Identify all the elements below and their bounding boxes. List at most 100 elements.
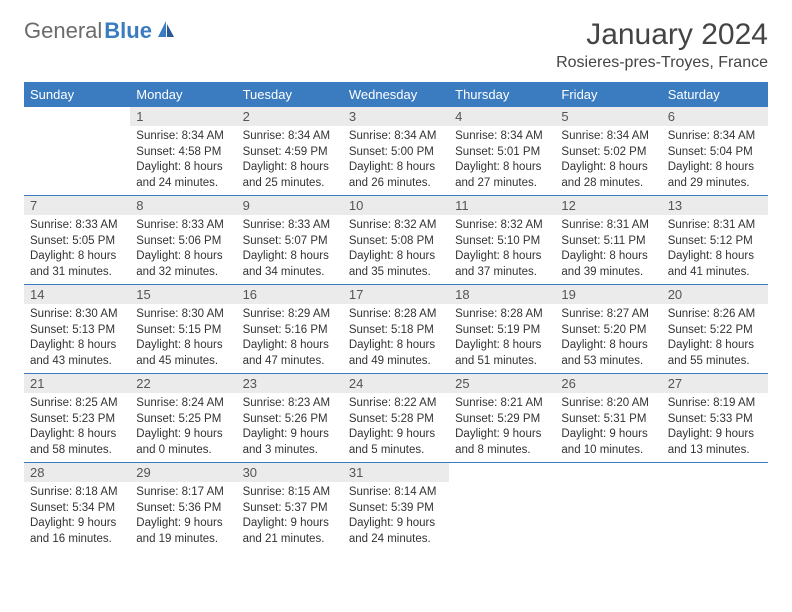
sunrise-text: Sunrise: 8:24 AM: [136, 396, 230, 412]
sunset-text: Sunset: 4:59 PM: [243, 145, 337, 161]
day-number: [449, 463, 555, 467]
daylight-line2: and 25 minutes.: [243, 176, 337, 192]
calendar-day-cell: 1Sunrise: 8:34 AMSunset: 4:58 PMDaylight…: [130, 107, 236, 196]
day-number: 2: [237, 107, 343, 126]
sunrise-text: Sunrise: 8:29 AM: [243, 307, 337, 323]
daylight-line2: and 47 minutes.: [243, 354, 337, 370]
weekday-header: Friday: [555, 82, 661, 107]
day-details: Sunrise: 8:20 AMSunset: 5:31 PMDaylight:…: [555, 393, 661, 462]
sunset-text: Sunset: 5:23 PM: [30, 412, 124, 428]
day-number: 22: [130, 374, 236, 393]
day-details: Sunrise: 8:19 AMSunset: 5:33 PMDaylight:…: [662, 393, 768, 462]
day-details: Sunrise: 8:29 AMSunset: 5:16 PMDaylight:…: [237, 304, 343, 373]
calendar-day-cell: 10Sunrise: 8:32 AMSunset: 5:08 PMDayligh…: [343, 196, 449, 285]
day-number: [662, 463, 768, 467]
day-number: 4: [449, 107, 555, 126]
day-number: 7: [24, 196, 130, 215]
sunrise-text: Sunrise: 8:34 AM: [349, 129, 443, 145]
sunrise-text: Sunrise: 8:34 AM: [136, 129, 230, 145]
sunset-text: Sunset: 5:33 PM: [668, 412, 762, 428]
calendar-day-cell: 27Sunrise: 8:19 AMSunset: 5:33 PMDayligh…: [662, 374, 768, 463]
sunrise-text: Sunrise: 8:18 AM: [30, 485, 124, 501]
sunrise-text: Sunrise: 8:32 AM: [349, 218, 443, 234]
calendar-day-cell: 6 Sunrise: 8:34 AMSunset: 5:04 PMDaylight…: [662, 107, 768, 196]
sunrise-text: Sunrise: 8:30 AM: [136, 307, 230, 323]
sunrise-text: Sunrise: 8:21 AM: [455, 396, 549, 412]
sunrise-text: Sunrise: 8:34 AM: [668, 129, 762, 145]
daylight-line1: Daylight: 8 hours: [136, 249, 230, 265]
sunrise-text: Sunrise: 8:28 AM: [349, 307, 443, 323]
day-details: Sunrise: 8:28 AMSunset: 5:19 PMDaylight:…: [449, 304, 555, 373]
daylight-line1: Daylight: 9 hours: [30, 516, 124, 532]
daylight-line1: Daylight: 8 hours: [349, 160, 443, 176]
calendar-day-cell: 15Sunrise: 8:30 AMSunset: 5:15 PMDayligh…: [130, 285, 236, 374]
day-number: 30: [237, 463, 343, 482]
daylight-line1: Daylight: 8 hours: [668, 249, 762, 265]
daylight-line1: Daylight: 8 hours: [455, 160, 549, 176]
calendar-day-cell: 11Sunrise: 8:32 AMSunset: 5:10 PMDayligh…: [449, 196, 555, 285]
daylight-line1: Daylight: 8 hours: [668, 160, 762, 176]
daylight-line2: and 24 minutes.: [349, 532, 443, 548]
sunrise-text: Sunrise: 8:22 AM: [349, 396, 443, 412]
day-number: 12: [555, 196, 661, 215]
calendar-week-row: 21Sunrise: 8:25 AMSunset: 5:23 PMDayligh…: [24, 374, 768, 463]
weekday-header: Wednesday: [343, 82, 449, 107]
calendar-day-cell: 18Sunrise: 8:28 AMSunset: 5:19 PMDayligh…: [449, 285, 555, 374]
sunrise-text: Sunrise: 8:23 AM: [243, 396, 337, 412]
day-number: 21: [24, 374, 130, 393]
sunset-text: Sunset: 5:07 PM: [243, 234, 337, 250]
day-number: 3: [343, 107, 449, 126]
sunset-text: Sunset: 5:20 PM: [561, 323, 655, 339]
sunrise-text: Sunrise: 8:20 AM: [561, 396, 655, 412]
sunrise-text: Sunrise: 8:15 AM: [243, 485, 337, 501]
day-number: 15: [130, 285, 236, 304]
daylight-line2: and 29 minutes.: [668, 176, 762, 192]
day-details: Sunrise: 8:34 AMSunset: 5:02 PMDaylight:…: [555, 126, 661, 195]
day-number: 26: [555, 374, 661, 393]
day-number: 6: [662, 107, 768, 126]
daylight-line2: and 37 minutes.: [455, 265, 549, 281]
daylight-line2: and 41 minutes.: [668, 265, 762, 281]
calendar-day-cell: 9Sunrise: 8:33 AMSunset: 5:07 PMDaylight…: [237, 196, 343, 285]
daylight-line2: and 28 minutes.: [561, 176, 655, 192]
daylight-line1: Daylight: 9 hours: [455, 427, 549, 443]
daylight-line2: and 26 minutes.: [349, 176, 443, 192]
daylight-line2: and 35 minutes.: [349, 265, 443, 281]
daylight-line2: and 39 minutes.: [561, 265, 655, 281]
sunset-text: Sunset: 5:34 PM: [30, 501, 124, 517]
daylight-line1: Daylight: 8 hours: [30, 249, 124, 265]
daylight-line1: Daylight: 8 hours: [455, 338, 549, 354]
day-number: 28: [24, 463, 130, 482]
day-details: Sunrise: 8:34 AMSunset: 5:00 PMDaylight:…: [343, 126, 449, 195]
calendar-day-cell: 31Sunrise: 8:14 AMSunset: 5:39 PMDayligh…: [343, 463, 449, 552]
daylight-line2: and 0 minutes.: [136, 443, 230, 459]
daylight-line2: and 49 minutes.: [349, 354, 443, 370]
sunrise-text: Sunrise: 8:27 AM: [561, 307, 655, 323]
day-details: Sunrise: 8:32 AMSunset: 5:08 PMDaylight:…: [343, 215, 449, 284]
day-number: 16: [237, 285, 343, 304]
sunrise-text: Sunrise: 8:25 AM: [30, 396, 124, 412]
day-number: 25: [449, 374, 555, 393]
day-number: 5: [555, 107, 661, 126]
calendar-week-row: 7Sunrise: 8:33 AMSunset: 5:05 PMDaylight…: [24, 196, 768, 285]
daylight-line2: and 10 minutes.: [561, 443, 655, 459]
brand-text-blue: Blue: [104, 18, 152, 44]
daylight-line1: Daylight: 9 hours: [243, 516, 337, 532]
calendar-day-cell: 24Sunrise: 8:22 AMSunset: 5:28 PMDayligh…: [343, 374, 449, 463]
daylight-line1: Daylight: 8 hours: [349, 338, 443, 354]
daylight-line1: Daylight: 9 hours: [136, 516, 230, 532]
daylight-line1: Daylight: 8 hours: [561, 160, 655, 176]
daylight-line2: and 53 minutes.: [561, 354, 655, 370]
day-details: Sunrise: 8:27 AMSunset: 5:20 PMDaylight:…: [555, 304, 661, 373]
sunset-text: Sunset: 5:08 PM: [349, 234, 443, 250]
daylight-line1: Daylight: 8 hours: [349, 249, 443, 265]
calendar-day-cell: 17Sunrise: 8:28 AMSunset: 5:18 PMDayligh…: [343, 285, 449, 374]
location-subtitle: Rosieres-pres-Troyes, France: [556, 54, 768, 72]
sunrise-text: Sunrise: 8:31 AM: [561, 218, 655, 234]
calendar-day-cell: 8Sunrise: 8:33 AMSunset: 5:06 PMDaylight…: [130, 196, 236, 285]
daylight-line1: Daylight: 8 hours: [561, 249, 655, 265]
day-details: Sunrise: 8:33 AMSunset: 5:07 PMDaylight:…: [237, 215, 343, 284]
sunset-text: Sunset: 5:04 PM: [668, 145, 762, 161]
day-details: Sunrise: 8:25 AMSunset: 5:23 PMDaylight:…: [24, 393, 130, 462]
daylight-line1: Daylight: 8 hours: [136, 338, 230, 354]
